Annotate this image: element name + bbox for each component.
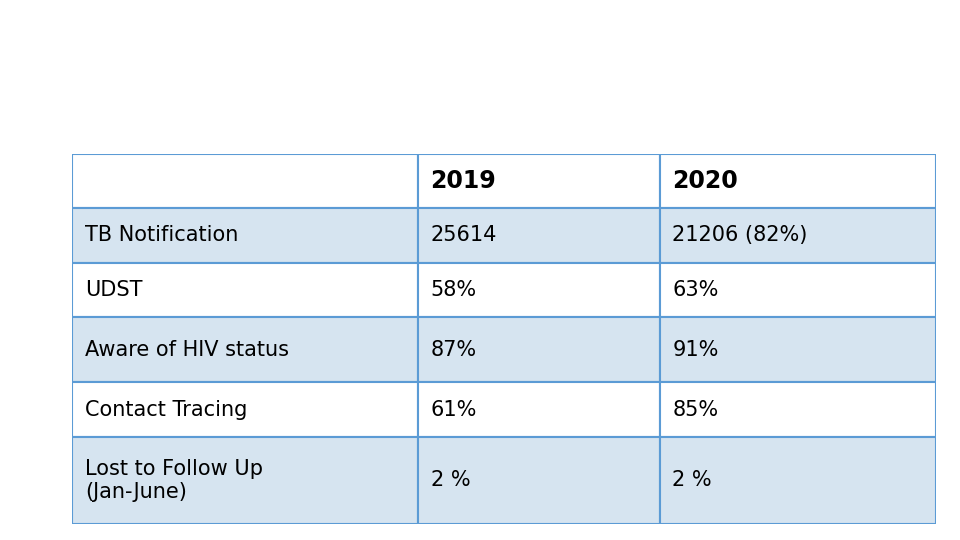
Bar — [72, 437, 418, 524]
Text: Lost to Follow Up
(Jan-June): Lost to Follow Up (Jan-June) — [84, 458, 263, 502]
Bar — [660, 317, 936, 382]
Text: Aware of HIV status: Aware of HIV status — [84, 340, 289, 360]
Text: 87%: 87% — [431, 340, 477, 360]
Text: 61%: 61% — [431, 400, 477, 420]
Text: 91%: 91% — [672, 340, 719, 360]
Text: 2 %: 2 % — [672, 470, 712, 490]
Bar — [660, 262, 936, 317]
Text: 25614: 25614 — [431, 226, 497, 246]
Bar — [418, 208, 660, 262]
Text: 21206 (82%): 21206 (82%) — [672, 226, 808, 246]
Text: 2 %: 2 % — [431, 470, 470, 490]
Bar — [72, 382, 418, 437]
Bar — [418, 317, 660, 382]
Bar — [660, 382, 936, 437]
Text: 2020: 2020 — [672, 169, 738, 193]
Text: 58%: 58% — [431, 280, 477, 300]
Bar — [418, 154, 660, 208]
Text: 2019: 2019 — [431, 169, 496, 193]
Text: TB Notification: TB Notification — [84, 226, 238, 246]
Text: 85%: 85% — [672, 400, 719, 420]
Bar — [418, 437, 660, 524]
Bar — [660, 437, 936, 524]
Bar — [418, 262, 660, 317]
Text: 63%: 63% — [672, 280, 719, 300]
Text: Contact Tracing: Contact Tracing — [84, 400, 248, 420]
Bar — [72, 317, 418, 382]
Bar — [660, 208, 936, 262]
Bar — [418, 382, 660, 437]
Text: Comparison of Data- 2019 & 2020 -: Comparison of Data- 2019 & 2020 - — [24, 23, 794, 60]
Text: NIKSHAY: NIKSHAY — [24, 97, 216, 135]
Text: UDST: UDST — [84, 280, 142, 300]
Bar — [660, 154, 936, 208]
Bar — [72, 208, 418, 262]
Bar — [72, 262, 418, 317]
Bar — [72, 154, 418, 208]
